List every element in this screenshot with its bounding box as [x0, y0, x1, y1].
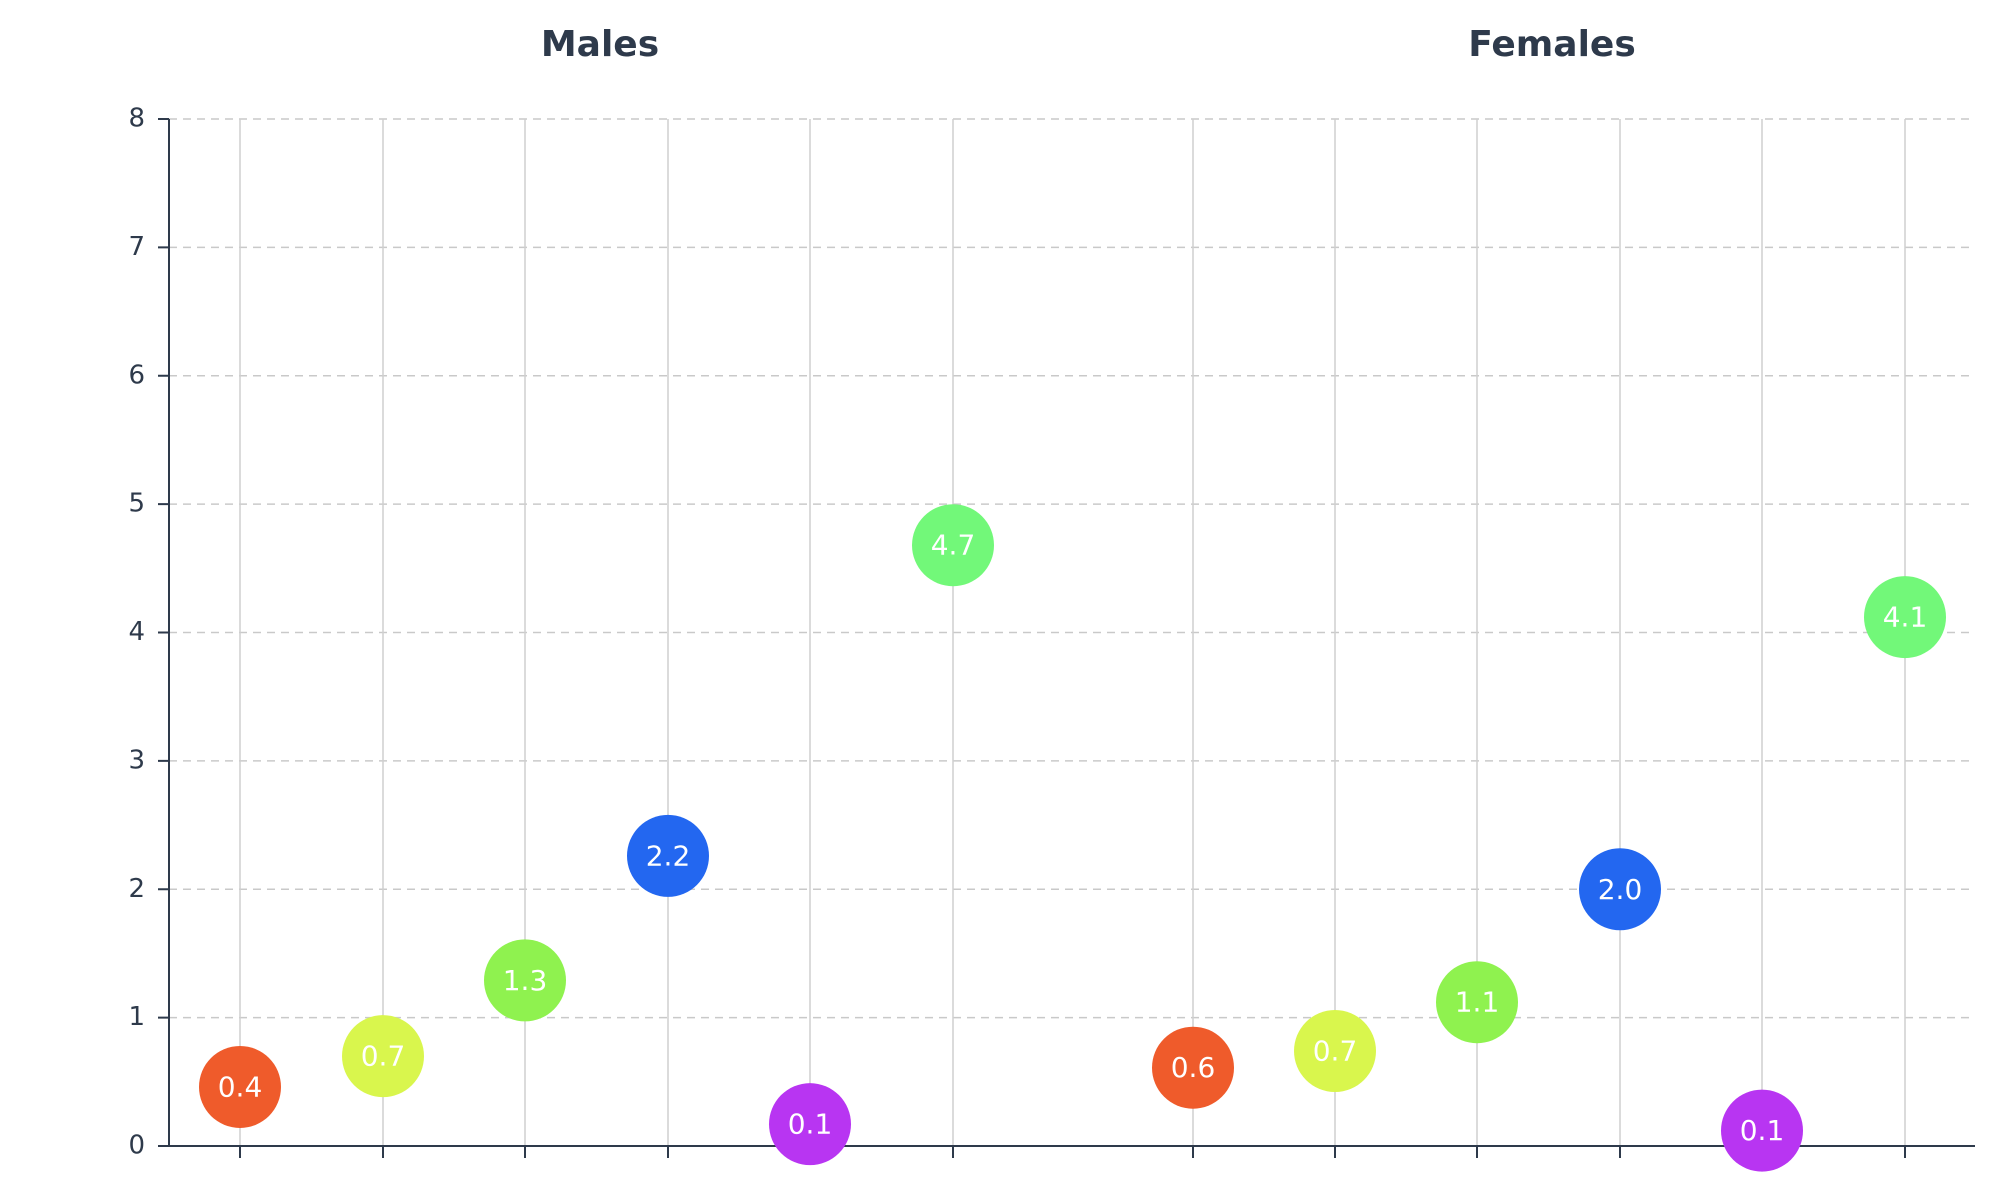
- data-point: 4.7: [912, 504, 994, 587]
- data-label: 4.7: [931, 529, 976, 562]
- data-label: 2.0: [1598, 873, 1643, 906]
- data-label: 2.2: [646, 839, 691, 872]
- data-point: 1.1: [1436, 961, 1518, 1044]
- panel-title-females: Females: [1468, 24, 1636, 65]
- data-point-bubble: [342, 1015, 424, 1098]
- data-point: 1.3: [484, 939, 566, 1022]
- y-tick-label: 1: [128, 1002, 145, 1032]
- data-point: 0.7: [1294, 1010, 1376, 1093]
- data-point-bubble: [1864, 576, 1946, 659]
- data-point: 0.6: [1152, 1026, 1234, 1109]
- data-point-bubble: [769, 1083, 851, 1166]
- data-point-bubble: [912, 504, 994, 587]
- data-point-bubble: [1721, 1089, 1803, 1172]
- y-tick-label: 8: [128, 104, 145, 134]
- y-tick-label: 3: [128, 745, 145, 775]
- data-point-bubble: [1436, 961, 1518, 1044]
- y-tick-label: 6: [128, 360, 145, 390]
- data-point-bubble: [627, 814, 709, 897]
- data-point: 0.7: [342, 1015, 424, 1098]
- data-label: 4.1: [1883, 601, 1928, 634]
- grid-layer: [169, 118, 1975, 1146]
- data-label: 0.6: [1171, 1051, 1216, 1084]
- points-layer: 0.4 0.7 1.3 2.2 0.1 4.7 0.6 0.7 1.1 2.0 0.1 4.1: [199, 504, 1946, 1172]
- data-label: 0.4: [218, 1070, 263, 1103]
- data-label: 0.7: [361, 1040, 406, 1073]
- y-tick-label: 7: [128, 232, 145, 262]
- data-label: 1.1: [1455, 986, 1500, 1019]
- data-point-bubble: [199, 1045, 281, 1128]
- data-point: 0.1: [769, 1083, 851, 1166]
- data-point: 2.0: [1579, 848, 1661, 931]
- data-label: 0.7: [1313, 1035, 1358, 1068]
- data-point-bubble: [484, 939, 566, 1022]
- data-point: 0.4: [199, 1045, 281, 1128]
- data-point: 4.1: [1864, 576, 1946, 659]
- y-tick-label: 4: [128, 617, 145, 647]
- data-label: 0.1: [788, 1108, 833, 1141]
- data-label: 1.3: [503, 964, 548, 997]
- axis-layer: 0 1 2 3 4 5 6 7 8: [128, 104, 1975, 1161]
- y-tick-label: 0: [128, 1131, 145, 1161]
- data-label: 0.1: [1740, 1114, 1785, 1147]
- data-point-bubble: [1579, 848, 1661, 931]
- y-tick-label: 5: [128, 489, 145, 519]
- data-point: 0.1: [1721, 1089, 1803, 1172]
- panel-title-males: Males: [541, 24, 659, 65]
- data-point: 2.2: [627, 814, 709, 897]
- y-tick-label: 2: [128, 874, 145, 904]
- data-point-bubble: [1294, 1010, 1376, 1093]
- data-point-bubble: [1152, 1026, 1234, 1109]
